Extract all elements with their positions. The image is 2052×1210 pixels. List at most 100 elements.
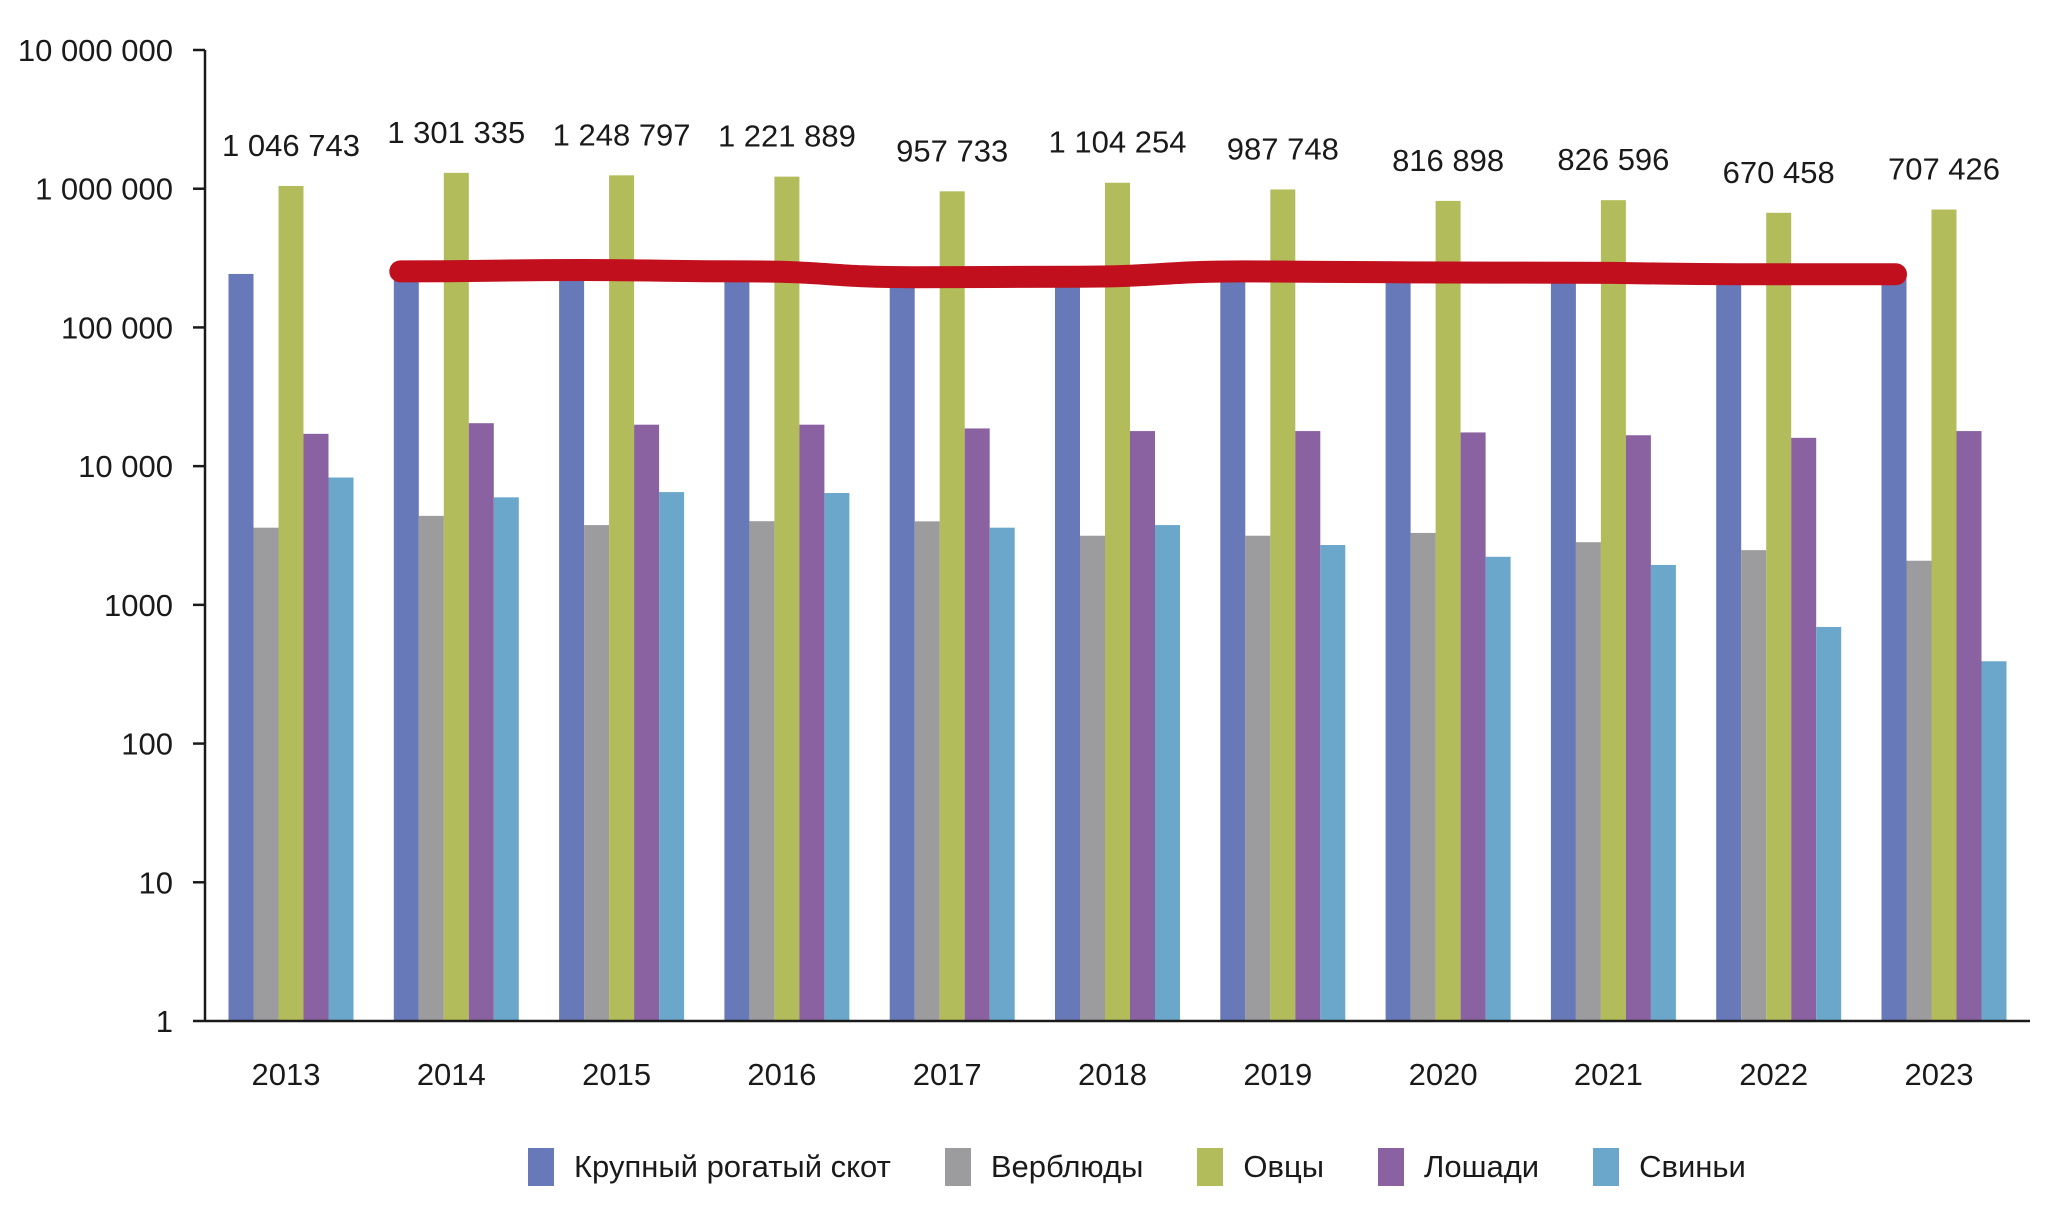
data-label-2020: 816 898 [1392,143,1504,178]
x-tick-labels: 2013 2014 2015 2016 2017 2018 2019 2020 2021 2022… [252,1057,1974,1092]
bar-camels-2016 [749,521,775,1021]
x-tick-label-2015: 2015 [582,1057,651,1092]
bar-cattle-2014 [393,269,419,1022]
bar-horses-2021 [1625,435,1651,1021]
chart-area: 10 000 000 1 000 000 100 000 10 000 1000 100 1… [18,33,2030,1092]
data-label-2015: 1 248 797 [553,117,691,152]
bar-pigs-2017 [989,527,1015,1021]
legend-swatch-camels [944,1148,971,1186]
y-tick-label: 1000 [104,588,173,623]
bar-sheep-2018 [1105,182,1130,1022]
y-tick-label: 10 000 000 [18,33,173,68]
legend-label-cattle: Крупный рогатый скот [574,1149,891,1184]
y-tick-label: 100 [121,727,173,762]
legend: Крупный рогатый скот Верблюды Овцы Лошад… [528,1148,1800,1186]
bar-camels-2023 [1906,560,1932,1021]
legend-swatch-horses [1378,1148,1404,1186]
legend-label-pigs: Свиньи [1639,1149,1746,1184]
bar-horses-2016 [799,424,825,1022]
x-tick-label-2018: 2018 [1078,1057,1147,1092]
legend-item-pigs: Свиньи [1593,1148,1746,1186]
bar-pigs-2019 [1320,545,1346,1021]
bar-camels-2013 [253,527,279,1021]
bar-cattle-2019 [1220,269,1246,1022]
data-label-2013: 1 046 743 [222,128,360,163]
bar-camels-2019 [1245,535,1271,1021]
x-tick-label-2021: 2021 [1574,1057,1643,1092]
legend-swatch-pigs [1593,1148,1620,1186]
bar-cattle-2021 [1550,270,1576,1021]
bar-sheep-2021 [1600,200,1626,1021]
bar-horses-2019 [1295,431,1321,1021]
legend-item-sheep: Овцы [1197,1148,1324,1186]
bar-pigs-2013 [328,477,354,1022]
data-label-2014: 1 301 335 [387,115,525,150]
bar-pigs-2023 [1981,661,2007,1021]
x-tick-label-2017: 2017 [913,1057,982,1092]
bar-horses-2013 [303,433,329,1021]
bar-sheep-2015 [609,175,635,1022]
bar-horses-2017 [964,428,990,1021]
legend-swatch-sheep [1197,1148,1224,1186]
bar-pigs-2018 [1155,525,1180,1021]
bar-camels-2018 [1080,535,1105,1021]
bar-pigs-2021 [1650,564,1676,1021]
y-axis [193,48,2030,1023]
x-tick-label-2022: 2022 [1739,1057,1808,1092]
bar-sheep-2017 [939,191,965,1022]
y-tick-label: 100 000 [61,310,173,345]
bar-sheep-2014 [443,172,469,1022]
bars-layer [228,172,2007,1022]
bar-pigs-2016 [824,493,850,1022]
bar-pigs-2022 [1816,626,1842,1021]
bar-camels-2017 [914,521,940,1021]
legend-item-horses: Лошади [1378,1148,1539,1186]
bar-sheep-2020 [1435,200,1461,1022]
bar-sheep-2019 [1270,189,1296,1022]
bar-cattle-2022 [1716,272,1742,1021]
bar-horses-2014 [468,423,494,1021]
data-label-2021: 826 596 [1557,142,1669,177]
annotation-red-line [389,259,1907,289]
y-tick-label: 10 000 [78,449,173,484]
y-tick-labels: 10 000 000 1 000 000 100 000 10 000 1000 100 1… [18,33,173,1039]
data-label-2019: 987 748 [1227,131,1339,166]
data-labels: 1 046 743 1 301 335 1 248 797 1 221 889 957 … [222,115,2000,190]
legend-item-camels: Верблюды [944,1148,1144,1186]
y-tick-label: 1 000 000 [35,172,173,207]
legend-label-horses: Лошади [1424,1149,1540,1184]
bar-camels-2020 [1410,532,1436,1021]
x-tick-label-2013: 2013 [252,1057,321,1092]
y-tick-label: 1 [156,1004,173,1039]
bar-pigs-2014 [493,497,519,1021]
data-label-2022: 670 458 [1723,155,1835,190]
bar-sheep-2016 [774,176,800,1022]
x-tick-label-2023: 2023 [1905,1057,1974,1092]
data-label-2017: 957 733 [896,133,1008,168]
bar-horses-2020 [1460,432,1486,1021]
bar-pigs-2015 [659,492,685,1021]
x-tick-label-2020: 2020 [1409,1057,1478,1092]
data-label-2016: 1 221 889 [718,119,856,154]
x-tick-label-2014: 2014 [417,1057,486,1092]
bar-sheep-2013 [278,185,304,1022]
bar-horses-2015 [634,424,660,1022]
bar-cattle-2013 [228,273,254,1022]
data-label-2023: 707 426 [1888,152,2000,187]
bar-horses-2018 [1130,431,1155,1021]
bar-camels-2022 [1741,550,1767,1021]
bar-cattle-2016 [724,269,750,1022]
y-tick-label: 10 [139,865,173,900]
bar-horses-2022 [1791,437,1817,1021]
bar-camels-2015 [584,525,610,1021]
legend-item-cattle: Крупный рогатый скот [528,1148,891,1186]
bar-sheep-2022 [1766,212,1792,1022]
legend-label-sheep: Овцы [1243,1149,1324,1184]
legend-swatch-cattle [528,1148,554,1186]
data-label-2018: 1 104 254 [1049,125,1187,160]
bar-cattle-2015 [559,268,585,1021]
x-tick-label-2016: 2016 [747,1057,816,1092]
legend-label-camels: Верблюды [990,1149,1144,1184]
bar-camels-2021 [1575,542,1601,1021]
bar-cattle-2023 [1881,272,1907,1021]
